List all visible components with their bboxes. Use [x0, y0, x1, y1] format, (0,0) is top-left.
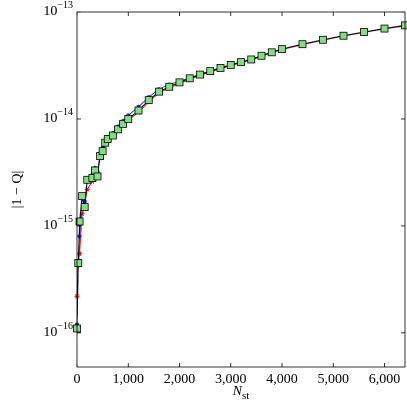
x-tick-label: 1,000 [113, 372, 145, 387]
data-point [401, 21, 407, 30]
x-tick-label: 5,000 [318, 372, 350, 387]
y-tick-label: 10−13 [43, 0, 73, 19]
data-point [119, 119, 128, 128]
data-point [319, 35, 327, 44]
data-point [144, 96, 153, 105]
x-tick-label: 4,000 [266, 372, 298, 387]
plot-area [73, 21, 407, 333]
data-point [196, 70, 204, 79]
data-point [77, 234, 82, 239]
data-point [155, 87, 163, 96]
data-point [114, 125, 122, 134]
data-point [298, 40, 307, 49]
series [75, 23, 407, 327]
x-tick-label: 3,000 [215, 372, 247, 387]
data-point [257, 51, 266, 60]
data-point [216, 64, 225, 72]
data-point [74, 259, 83, 267]
data-point [206, 67, 215, 76]
y-axis-label: |1 − Q| [10, 171, 25, 209]
x-tick-label: 6,000 [369, 372, 401, 387]
data-point [175, 78, 184, 87]
plot-frame [76, 11, 406, 368]
y-tick-label: 10−16 [43, 321, 73, 340]
data-point [237, 58, 245, 67]
data-point [247, 55, 256, 64]
data-point [78, 192, 87, 201]
data-point [278, 45, 286, 53]
data-point [124, 115, 133, 123]
data-point [339, 31, 348, 40]
data-point [75, 217, 84, 226]
data-point [108, 131, 117, 140]
data-point [98, 147, 107, 156]
data-point [134, 106, 143, 115]
y-tick-label: 10−15 [43, 214, 73, 233]
x-tick-label: 2,000 [164, 372, 196, 387]
data-point [165, 82, 174, 91]
data-point [93, 172, 102, 181]
series-line [76, 25, 406, 297]
data-point [185, 74, 194, 83]
series [73, 21, 407, 333]
series-line [76, 24, 406, 325]
x-axis-label: Nst [232, 384, 250, 401]
data-point [380, 24, 389, 33]
y-tick-label: 10−14 [43, 107, 73, 126]
x-tick-label: 0 [74, 372, 81, 387]
series-line [76, 24, 406, 329]
data-point [226, 61, 235, 69]
data-point [80, 203, 89, 211]
data-point [360, 28, 368, 36]
data-point [267, 48, 276, 57]
